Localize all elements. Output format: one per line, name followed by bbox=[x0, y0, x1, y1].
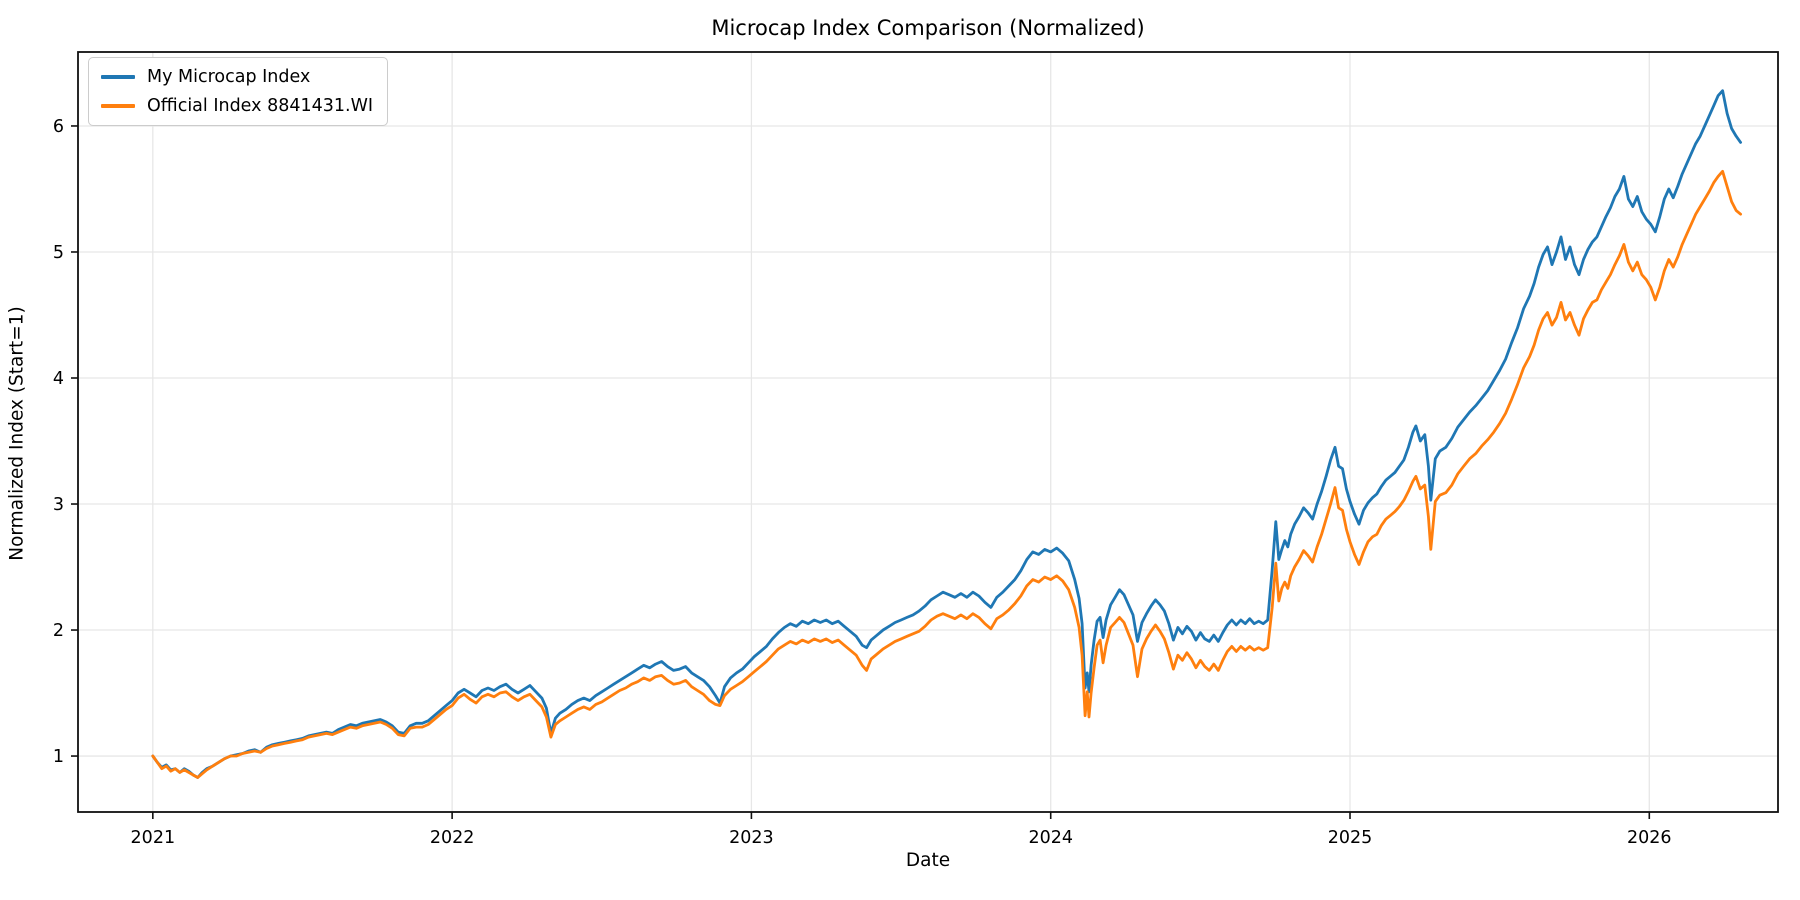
x-tick-label-2022: 2022 bbox=[430, 828, 475, 848]
legend-label: Official Index 8841431.WI bbox=[147, 96, 374, 116]
y-tick-label-5: 5 bbox=[53, 243, 64, 263]
legend-line-sample-blue bbox=[101, 75, 135, 79]
y-tick-label-6: 6 bbox=[53, 117, 64, 137]
x-tick-label-2025: 2025 bbox=[1328, 828, 1373, 848]
x-tick-label-2023: 2023 bbox=[729, 828, 774, 848]
y-tick-label-3: 3 bbox=[53, 495, 64, 515]
y-axis-label: Normalized Index (Start=1) bbox=[6, 306, 28, 561]
x-axis-label: Date bbox=[905, 850, 951, 871]
x-tick-label-2026: 2026 bbox=[1627, 828, 1672, 848]
legend-line-sample-orange bbox=[101, 104, 135, 108]
y-tick-label-2: 2 bbox=[53, 621, 64, 641]
chart-title: Microcap Index Comparison (Normalized) bbox=[711, 16, 1145, 40]
legend-item-official-index: Official Index 8841431.WI bbox=[101, 96, 373, 116]
legend-label: My Microcap Index bbox=[147, 67, 311, 87]
y-tick-label-1: 1 bbox=[53, 747, 64, 767]
x-tick-label-2024: 2024 bbox=[1028, 828, 1073, 848]
plot-border bbox=[77, 51, 1779, 813]
x-tick-label-2021: 2021 bbox=[131, 828, 176, 848]
legend-item-my-microcap-index: My Microcap Index bbox=[101, 67, 373, 87]
series-line-official-index-8841431-wi bbox=[151, 169, 1742, 779]
y-tick-label-4: 4 bbox=[53, 369, 64, 389]
legend: My Microcap Index Official Index 8841431… bbox=[88, 57, 389, 126]
series-line-my-microcap-index bbox=[151, 89, 1742, 779]
